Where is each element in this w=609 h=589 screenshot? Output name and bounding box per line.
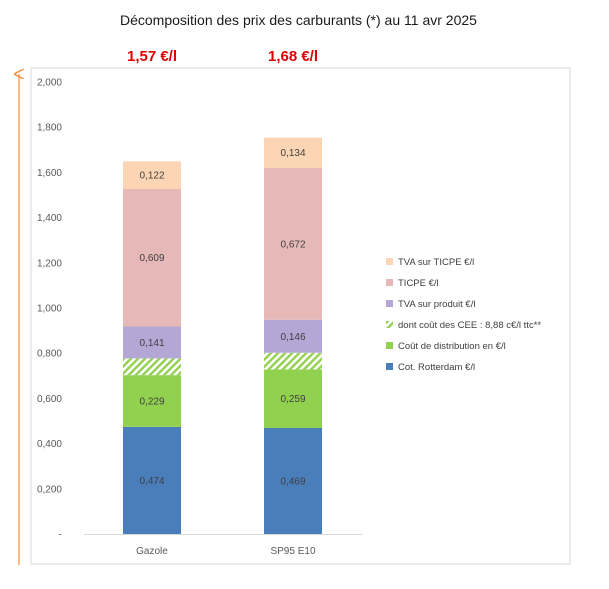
legend-label: Cot. Rotterdam €/l [398, 362, 475, 373]
total-price-sp95-e10: 1,68 €/l [267, 48, 319, 65]
x-tick-label: Gazole [136, 546, 168, 557]
y-tick-label: 1,800 [37, 123, 62, 134]
bar-segment [264, 352, 322, 370]
y-tick-label: 0,400 [37, 439, 62, 450]
bar-segment [264, 428, 322, 534]
legend-swatch [386, 279, 393, 286]
bar-segment [123, 161, 181, 189]
data-label: 0,469 [280, 477, 305, 488]
bar-segment [123, 326, 181, 359]
data-label: 0,122 [139, 171, 164, 182]
data-label: 0,609 [139, 253, 164, 264]
data-label: 0,134 [280, 148, 305, 159]
legend-label: dont coût des CEE : 8,88 c€/l ttc** [398, 320, 541, 331]
legend-swatch [386, 363, 393, 370]
y-tick-label: 0,800 [37, 349, 62, 360]
legend-label: TVA sur TICPE €/l [398, 257, 474, 268]
bar-segment [123, 375, 181, 427]
legend-swatch [386, 300, 393, 307]
legend-label: Coût de distribution en €/l [398, 341, 506, 352]
chart-frame [30, 67, 571, 565]
legend-swatch [386, 258, 393, 265]
legend-label: TVA sur produit €/l [398, 299, 475, 310]
bar-segment [123, 188, 181, 327]
y-tick-label: 1,200 [37, 258, 62, 269]
bar-segment [264, 369, 322, 429]
total-price-gazole: 1,57 €/l [126, 48, 178, 65]
bar-segment [264, 137, 322, 168]
bar-segment [123, 426, 181, 534]
bar-segment [264, 319, 322, 353]
legend-swatch [386, 321, 393, 328]
legend-label: TICPE €/l [398, 278, 439, 289]
y-tick-label: 2,000 [37, 78, 62, 89]
y-tick-label: 0,600 [37, 394, 62, 405]
data-label: 0,474 [139, 476, 164, 487]
data-label: 0,672 [280, 239, 305, 250]
chart-title: Décomposition des prix des carburants (*… [120, 12, 477, 28]
data-label: 0,229 [139, 396, 164, 407]
bar-segment [264, 167, 322, 320]
legend-swatch [386, 342, 393, 349]
y-tick-label: 1,600 [37, 168, 62, 179]
data-label: 0,146 [280, 332, 305, 343]
y-tick-label: 0,200 [37, 484, 62, 495]
y-tick-label: 1,000 [37, 304, 62, 315]
x-tick-label: SP95 E10 [270, 546, 315, 557]
bar-segment [123, 358, 181, 376]
data-label: 0,259 [280, 394, 305, 405]
data-label: 0,141 [139, 338, 164, 349]
y-tick-label: - [59, 530, 62, 541]
y-tick-label: 1,400 [37, 213, 62, 224]
